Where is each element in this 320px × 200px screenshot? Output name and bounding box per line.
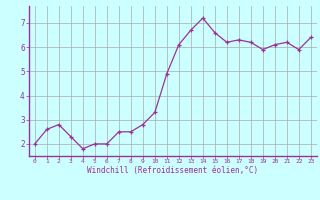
X-axis label: Windchill (Refroidissement éolien,°C): Windchill (Refroidissement éolien,°C)	[87, 166, 258, 175]
